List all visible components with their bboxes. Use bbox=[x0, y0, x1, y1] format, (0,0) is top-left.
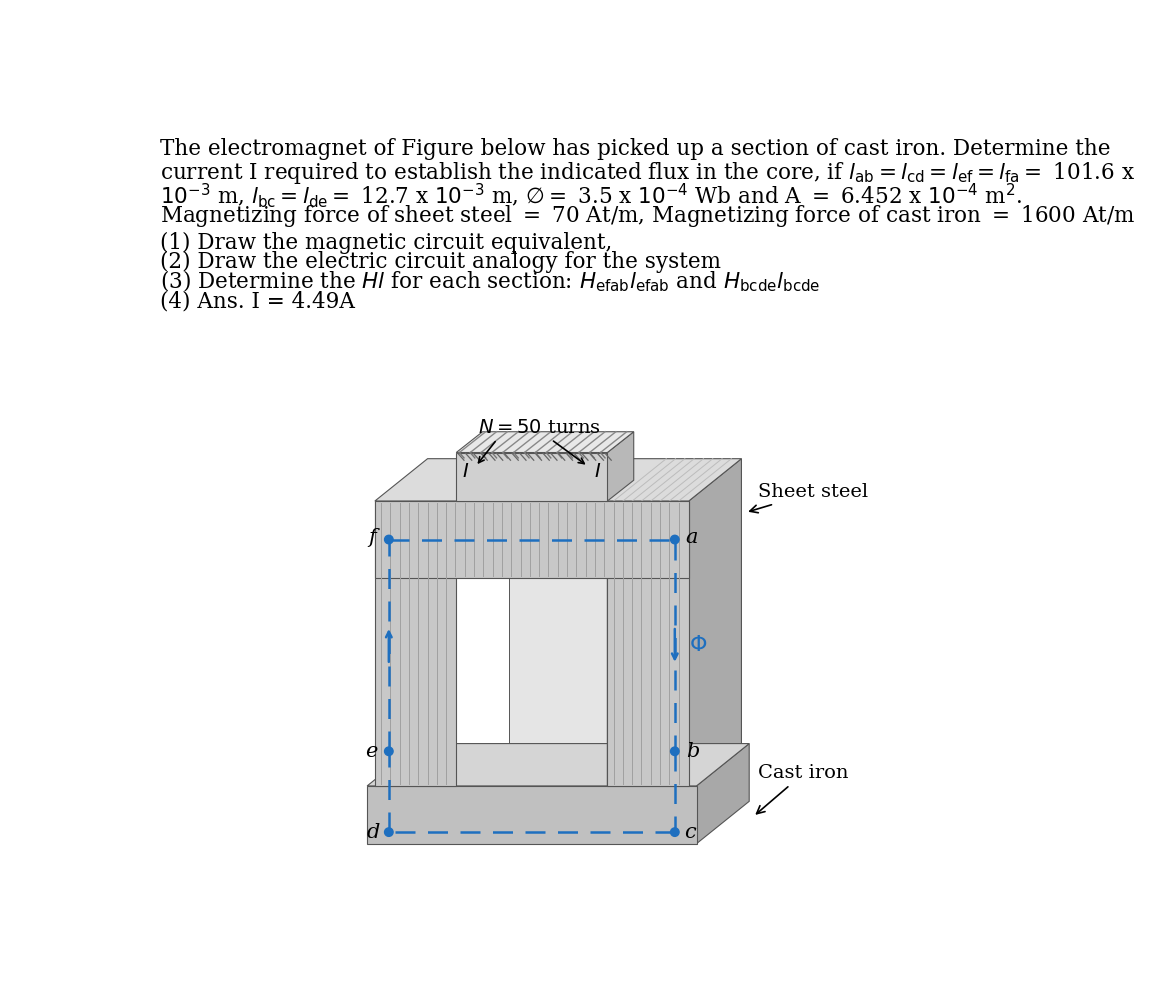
Circle shape bbox=[670, 747, 679, 755]
Text: f: f bbox=[369, 528, 377, 547]
Text: (3) Determine the $Hl$ for each section: $H_{\rm efab}l_{\rm efab}$ and $H_{\rm : (3) Determine the $Hl$ for each section:… bbox=[160, 270, 820, 295]
Text: Cast iron: Cast iron bbox=[757, 764, 849, 814]
Polygon shape bbox=[367, 786, 696, 844]
Circle shape bbox=[670, 828, 679, 836]
Text: Magnetizing force of sheet steel $=$ 70 At/m, Magnetizing force of cast iron $=$: Magnetizing force of sheet steel $=$ 70 … bbox=[160, 203, 1136, 229]
Text: b: b bbox=[686, 742, 698, 761]
Text: e: e bbox=[365, 742, 378, 761]
Text: current I required to establish the indicated flux in the core, if $l_{\rm ab} =: current I required to establish the indi… bbox=[160, 160, 1135, 186]
Text: $N = 50$ turns: $N = 50$ turns bbox=[479, 419, 601, 437]
Circle shape bbox=[385, 747, 393, 755]
Text: (1) Draw the magnetic circuit equivalent,: (1) Draw the magnetic circuit equivalent… bbox=[160, 233, 612, 255]
Circle shape bbox=[670, 535, 679, 543]
Polygon shape bbox=[607, 501, 689, 786]
Text: d: d bbox=[366, 822, 379, 841]
Polygon shape bbox=[456, 535, 660, 578]
Text: Sheet steel: Sheet steel bbox=[750, 484, 868, 512]
Text: $I$: $I$ bbox=[594, 463, 601, 481]
Polygon shape bbox=[509, 535, 660, 743]
Text: c: c bbox=[684, 822, 696, 841]
Text: a: a bbox=[686, 528, 698, 547]
Polygon shape bbox=[689, 459, 742, 786]
Polygon shape bbox=[374, 501, 456, 786]
Polygon shape bbox=[456, 432, 634, 453]
Text: (4) Ans. I = 4.49A: (4) Ans. I = 4.49A bbox=[160, 291, 355, 313]
Text: $\Phi$: $\Phi$ bbox=[689, 634, 707, 656]
Text: The electromagnet of Figure below has picked up a section of cast iron. Determin: The electromagnet of Figure below has pi… bbox=[160, 138, 1110, 161]
Text: (2) Draw the electric circuit analogy for the system: (2) Draw the electric circuit analogy fo… bbox=[160, 251, 721, 273]
Polygon shape bbox=[607, 432, 634, 501]
Text: $I$: $I$ bbox=[462, 463, 469, 481]
Polygon shape bbox=[607, 535, 660, 786]
Polygon shape bbox=[374, 501, 689, 578]
Text: $10^{-3}$ m, $l_{\rm bc} = l_{\rm de} = $ 12.7 x $10^{-3}$ m, $\varnothing = $ 3: $10^{-3}$ m, $l_{\rm bc} = l_{\rm de} = … bbox=[160, 182, 1023, 210]
Circle shape bbox=[385, 828, 393, 836]
Polygon shape bbox=[696, 743, 749, 844]
Polygon shape bbox=[367, 743, 749, 786]
Circle shape bbox=[385, 535, 393, 543]
Polygon shape bbox=[374, 459, 742, 501]
Polygon shape bbox=[456, 453, 607, 501]
